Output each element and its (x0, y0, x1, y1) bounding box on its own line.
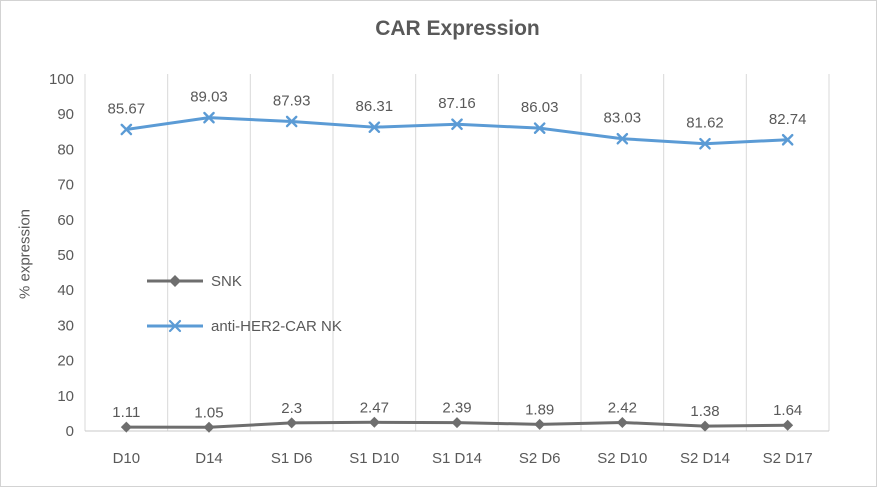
x-category-label: S2 D10 (597, 450, 647, 467)
x-marker-icon[interactable] (368, 121, 381, 133)
diamond-marker-icon[interactable] (120, 421, 132, 433)
x-category-label: D10 (113, 450, 141, 467)
data-label-anti-her2-car-nk: 87.16 (438, 95, 476, 112)
y-tick-label: 80 (57, 141, 74, 158)
data-label-snk: 1.38 (690, 403, 719, 420)
x-category-label: S2 D6 (519, 450, 561, 467)
y-tick-label: 20 (57, 353, 74, 370)
legend-label-snk: SNK (211, 272, 242, 290)
x-marker-icon[interactable] (533, 122, 546, 134)
y-tick-label: 50 (57, 247, 74, 264)
data-label-snk: 2.42 (608, 399, 637, 416)
data-label-anti-her2-car-nk: 83.03 (604, 110, 642, 127)
x-category-label: S2 D14 (680, 450, 730, 467)
x-category-label: S1 D14 (432, 450, 482, 467)
data-label-snk: 1.89 (525, 401, 554, 418)
data-label-anti-her2-car-nk: 86.31 (356, 98, 394, 115)
y-tick-label: 40 (57, 282, 74, 299)
y-tick-label: 30 (57, 317, 74, 334)
data-label-anti-her2-car-nk: 81.62 (686, 115, 724, 132)
diamond-marker-icon[interactable] (699, 420, 711, 432)
x-marker-icon[interactable] (616, 132, 629, 145)
y-tick-label: 0 (66, 423, 74, 440)
data-label-snk: 2.3 (281, 400, 302, 417)
x-marker-icon[interactable] (781, 133, 794, 146)
legend-label-anti-her2-car-nk: anti-HER2-CAR NK (211, 317, 342, 335)
x-marker-icon[interactable] (451, 118, 463, 130)
legend-item-anti-her2-car-nk[interactable]: anti-HER2-CAR NK (147, 312, 342, 340)
x-category-label: S2 D17 (763, 450, 813, 467)
x-category-label: D14 (195, 450, 223, 467)
x-marker-icon[interactable] (285, 115, 298, 128)
data-label-snk: 1.64 (773, 402, 802, 419)
y-tick-label: 70 (57, 177, 74, 194)
diamond-marker-icon[interactable] (451, 417, 463, 429)
x-marker-icon[interactable] (120, 123, 133, 136)
diamond-marker-icon[interactable] (616, 416, 628, 428)
y-tick-label: 90 (57, 106, 74, 123)
y-tick-label: 60 (57, 212, 74, 229)
x-marker-icon (168, 319, 182, 333)
diamond-marker-icon[interactable] (534, 418, 546, 430)
x-category-label: S1 D6 (271, 450, 313, 467)
chart-title: CAR Expression (375, 17, 540, 40)
y-tick-label: 100 (49, 71, 74, 88)
data-label-anti-her2-car-nk: 89.03 (190, 89, 228, 106)
data-label-anti-her2-car-nk: 86.03 (521, 99, 559, 116)
legend-item-snk[interactable]: SNK (147, 267, 342, 295)
data-label-anti-her2-car-nk: 82.74 (769, 111, 807, 128)
x-marker-icon[interactable] (699, 137, 711, 150)
x-marker-icon[interactable] (203, 111, 215, 124)
diamond-marker-icon[interactable] (203, 421, 215, 433)
data-label-anti-her2-car-nk: 87.93 (273, 92, 311, 109)
snk-line-key-icon (147, 275, 203, 287)
data-label-snk: 1.11 (112, 404, 140, 421)
data-label-snk: 2.47 (360, 399, 389, 416)
car-nk-line-key-icon (147, 319, 203, 333)
legend: SNK anti-HER2-CAR NK (147, 267, 342, 340)
diamond-marker-icon (169, 275, 181, 287)
data-label-anti-her2-car-nk: 85.67 (108, 100, 146, 117)
data-label-snk: 2.39 (442, 400, 471, 417)
data-label-snk: 1.05 (194, 404, 223, 421)
diamond-marker-icon[interactable] (782, 419, 794, 431)
x-category-label: S1 D10 (349, 450, 399, 467)
diamond-marker-icon[interactable] (286, 417, 298, 429)
y-tick-label: 10 (57, 388, 74, 405)
diamond-marker-icon[interactable] (368, 416, 380, 428)
